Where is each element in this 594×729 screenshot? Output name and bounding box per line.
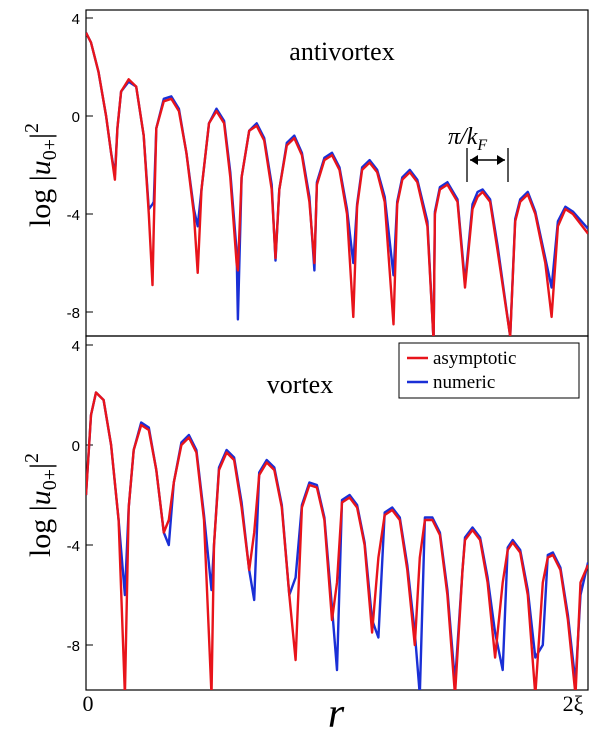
pi-kf-arrow-head-right (497, 155, 505, 165)
pi-kf-annotation: π/kF (448, 124, 487, 154)
top-panel-annotation: antivortex (289, 37, 394, 66)
top-y-tick-label: -4 (67, 207, 80, 224)
top-y-tick-label: 4 (72, 11, 80, 28)
bottom-y-tick-label: 4 (72, 338, 80, 355)
bottom-panel-frame (85, 335, 589, 691)
bottom-y-tick-label: -4 (67, 538, 80, 555)
bottom-panel-annotation: vortex (267, 370, 333, 399)
top-y-tick-label: 0 (72, 109, 80, 126)
top-y-axis-label: log |u0+|2 (21, 123, 61, 227)
bottom-series-asymptotic (86, 391, 588, 690)
x-axis-label: r (328, 691, 345, 729)
bottom-y-tick-label: -8 (67, 638, 80, 655)
bottom-plot-area (86, 391, 588, 690)
x-tick-label-2xi: 2ξ (563, 691, 584, 716)
legend-label-numeric: numeric (433, 372, 495, 393)
top-plot-area (86, 32, 588, 336)
x-tick-label-0: 0 (83, 691, 94, 716)
legend-box (398, 342, 580, 399)
bottom-y-axis-label: log |u0+|2 (21, 453, 61, 557)
bottom-y-tick-label: 0 (72, 438, 80, 455)
top-y-tick-label: -8 (67, 305, 80, 322)
pi-kf-arrow-head-left (470, 155, 478, 165)
legend: asymptotic numeric (398, 342, 580, 399)
bottom-y-axis: 4 0 -4 -8 (67, 338, 93, 655)
top-series-asymptotic (86, 32, 588, 336)
bottom-series-numeric (86, 391, 588, 690)
top-y-axis: 4 0 -4 -8 (67, 11, 93, 322)
legend-label-asymptotic: asymptotic (433, 348, 516, 369)
